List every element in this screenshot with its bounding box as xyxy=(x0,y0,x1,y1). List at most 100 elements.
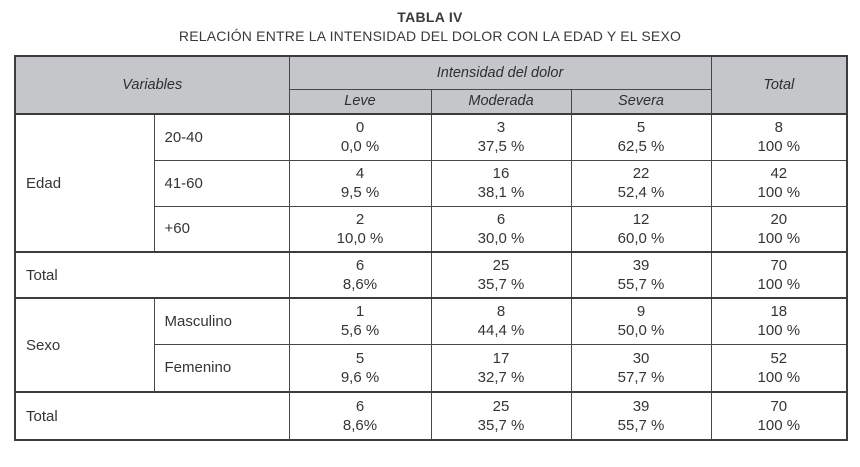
table-body: Edad 20-40 0 0,0 % 3 37,5 % 5 62,5 % 8 1… xyxy=(14,113,848,441)
cell-percent: 50,0 % xyxy=(617,322,665,340)
row-category: 41-60 xyxy=(153,159,290,207)
data-cell: 20 100 % xyxy=(710,205,848,253)
cell-percent: 100 % xyxy=(757,276,801,293)
cell-percent: 37,5 % xyxy=(477,138,525,156)
data-cell: 39 55,7 % xyxy=(570,391,712,441)
header-level-severa: Severa xyxy=(570,88,712,115)
data-cell: 2 10,0 % xyxy=(288,205,432,253)
cell-percent: 44,4 % xyxy=(477,322,525,340)
cell-count: 18 xyxy=(770,303,788,321)
data-cell: 8 100 % xyxy=(710,113,848,161)
cell-count: 22 xyxy=(632,165,650,182)
cell-count: 5 xyxy=(355,349,365,367)
table-row-sexo-masculino: Sexo Masculino 1 5,6 % 8 44,4 % 9 50,0 %… xyxy=(14,297,848,393)
data-cell: 5 62,5 % xyxy=(570,113,712,161)
cell-count: 1 xyxy=(355,303,365,321)
row-category: 20-40 xyxy=(153,113,290,161)
cell-count: 3 xyxy=(496,119,506,137)
cell-percent: 32,7 % xyxy=(477,368,525,386)
cell-count: 12 xyxy=(632,210,650,228)
cell-count: 25 xyxy=(492,257,510,274)
table-title: TABLA IV xyxy=(397,9,463,25)
table-caption: TABLA IV RELACIÓN ENTRE LA INTENSIDAD DE… xyxy=(0,8,860,45)
cell-percent: 9,5 % xyxy=(340,184,380,201)
row-category: +60 xyxy=(153,205,290,253)
data-cell: 1 5,6 % xyxy=(288,297,432,345)
data-cell: 0 0,0 % xyxy=(288,113,432,161)
cell-percent: 8,6% xyxy=(342,276,378,293)
data-cell: 6 30,0 % xyxy=(430,205,572,253)
cell-percent: 10,0 % xyxy=(336,229,384,247)
header-row-2: Leve Moderada Severa xyxy=(15,88,847,115)
cell-percent: 57,7 % xyxy=(617,368,665,386)
data-cell: 30 57,7 % xyxy=(570,343,712,393)
header-total: Total xyxy=(710,55,848,115)
header-variables: Variables xyxy=(14,55,290,115)
table-row-edad-total: Total 6 8,6% 25 35,7 % 39 55,7 % 70 100 … xyxy=(14,251,848,299)
cell-count: 6 xyxy=(496,210,506,228)
data-cell: 3 37,5 % xyxy=(430,113,572,161)
cell-count: 20 xyxy=(770,210,788,228)
cell-count: 5 xyxy=(636,119,646,137)
data-cell: 25 35,7 % xyxy=(430,251,572,299)
cell-count: 16 xyxy=(492,165,510,182)
cell-percent: 62,5 % xyxy=(617,138,665,156)
cell-percent: 100 % xyxy=(757,322,801,340)
cell-count: 70 xyxy=(770,398,788,415)
cell-percent: 5,6 % xyxy=(340,322,380,340)
cell-count: 9 xyxy=(636,303,646,321)
data-cell: 4 9,5 % xyxy=(288,159,432,207)
header-row-1: Variables Intensidad del dolor Total xyxy=(14,55,848,115)
cell-count: 25 xyxy=(492,398,510,415)
cell-percent: 9,6 % xyxy=(340,368,380,386)
cell-count: 39 xyxy=(632,257,650,274)
row-category: Masculino xyxy=(153,297,290,345)
data-cell: 70 100 % xyxy=(710,251,848,299)
table-subtitle: RELACIÓN ENTRE LA INTENSIDAD DEL DOLOR C… xyxy=(178,28,682,44)
header-intensity: Intensidad del dolor xyxy=(288,55,712,90)
data-cell: 17 32,7 % xyxy=(430,343,572,393)
cell-count: 30 xyxy=(632,349,650,367)
table-row-edad-60plus: +60 2 10,0 % 6 30,0 % 12 60,0 % 20 100 % xyxy=(15,205,848,253)
data-cell: 6 8,6% xyxy=(288,391,432,441)
cell-percent: 30,0 % xyxy=(477,229,525,247)
table-row-sexo-total: Total 6 8,6% 25 35,7 % 39 55,7 % 70 100 … xyxy=(14,391,848,441)
data-cell: 16 38,1 % xyxy=(430,159,572,207)
cell-percent: 8,6% xyxy=(342,417,378,434)
cell-count: 70 xyxy=(770,257,788,274)
cell-count: 0 xyxy=(355,119,365,137)
data-cell: 9 50,0 % xyxy=(570,297,712,345)
data-cell: 5 9,6 % xyxy=(288,343,432,393)
data-cell: 42 100 % xyxy=(710,159,848,207)
cell-count: 39 xyxy=(632,398,650,415)
total-row-label: Total xyxy=(14,391,290,441)
data-cell: 18 100 % xyxy=(710,297,848,345)
row-group-sexo: Sexo xyxy=(14,297,155,393)
data-cell: 25 35,7 % xyxy=(430,391,572,441)
data-table: Variables Intensidad del dolor Total Lev… xyxy=(14,55,849,441)
cell-count: 6 xyxy=(355,398,365,415)
cell-percent: 35,7 % xyxy=(477,276,525,293)
table-row-edad-20-40: Edad 20-40 0 0,0 % 3 37,5 % 5 62,5 % 8 1… xyxy=(14,113,848,253)
cell-percent: 100 % xyxy=(757,417,801,434)
total-row-label: Total xyxy=(14,251,290,299)
row-group-edad: Edad xyxy=(14,113,155,253)
cell-count: 42 xyxy=(770,165,788,182)
cell-percent: 55,7 % xyxy=(617,276,665,293)
cell-percent: 35,7 % xyxy=(477,417,525,434)
cell-count: 8 xyxy=(774,119,783,137)
cell-count: 6 xyxy=(355,257,365,274)
data-cell: 22 52,4 % xyxy=(570,159,712,207)
data-cell: 6 8,6% xyxy=(288,251,432,299)
data-cell: 8 44,4 % xyxy=(430,297,572,345)
cell-count: 17 xyxy=(492,349,510,367)
cell-count: 4 xyxy=(355,165,365,182)
table-header: Variables Intensidad del dolor Total Lev… xyxy=(14,55,848,115)
cell-percent: 38,1 % xyxy=(477,184,525,201)
cell-count: 2 xyxy=(355,210,365,228)
cell-count: 8 xyxy=(496,303,506,321)
cell-percent: 100 % xyxy=(757,184,801,201)
data-cell: 12 60,0 % xyxy=(570,205,712,253)
cell-percent: 100 % xyxy=(757,229,801,247)
data-cell: 52 100 % xyxy=(710,343,848,393)
